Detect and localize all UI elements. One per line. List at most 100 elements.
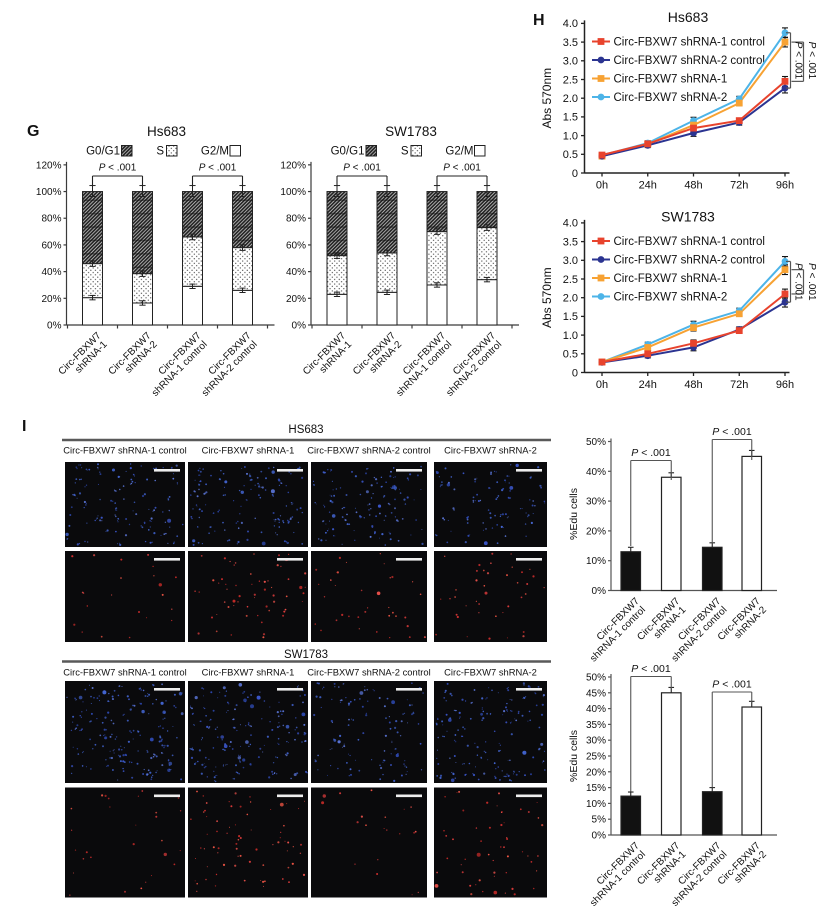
- svg-text:30%: 30%: [586, 736, 606, 747]
- svg-text:3.0: 3.0: [563, 255, 578, 267]
- svg-text:P < .001: P < .001: [712, 426, 752, 438]
- svg-text:G0/G1: G0/G1: [86, 146, 120, 158]
- svg-text:50%: 50%: [586, 437, 606, 448]
- svg-text:Hs683: Hs683: [147, 124, 186, 139]
- svg-text:Circ-FBXW7 shRNA-2: Circ-FBXW7 shRNA-2: [614, 92, 728, 104]
- svg-text:G2/M: G2/M: [201, 146, 229, 158]
- svg-text:1.0: 1.0: [563, 130, 578, 142]
- svg-text:0: 0: [572, 367, 578, 379]
- svg-text:%Edu cells: %Edu cells: [568, 488, 580, 540]
- svg-text:45%: 45%: [586, 688, 606, 699]
- svg-text:96h: 96h: [776, 379, 794, 391]
- svg-text:I: I: [22, 418, 26, 435]
- svg-text:20%: 20%: [586, 526, 606, 537]
- svg-text:%Edu cells: %Edu cells: [568, 730, 580, 782]
- svg-text:Circ-FBXW7 shRNA-1: Circ-FBXW7 shRNA-1: [614, 74, 728, 86]
- svg-text:Circ-FBXW7 shRNA-2: Circ-FBXW7 shRNA-2: [444, 667, 537, 678]
- svg-text:0.5: 0.5: [563, 149, 578, 161]
- svg-text:Circ-FBXW7 shRNA-1 control: Circ-FBXW7 shRNA-1 control: [614, 37, 765, 49]
- svg-text:Circ-FBXW7 shRNA-2 control: Circ-FBXW7 shRNA-2 control: [614, 255, 765, 267]
- svg-text:40%: 40%: [286, 267, 306, 278]
- svg-text:0h: 0h: [596, 379, 608, 391]
- svg-text:Circ-FBXW7 shRNA-1 control: Circ-FBXW7 shRNA-1 control: [63, 667, 186, 678]
- svg-text:3.0: 3.0: [563, 56, 578, 68]
- svg-text:H: H: [533, 12, 545, 29]
- svg-text:2.5: 2.5: [563, 74, 578, 86]
- svg-text:P < .001: P < .001: [443, 163, 481, 174]
- svg-text:P < .001: P < .001: [793, 263, 804, 301]
- svg-text:S: S: [401, 146, 409, 158]
- svg-text:80%: 80%: [286, 214, 306, 225]
- svg-text:P < .001: P < .001: [631, 663, 671, 675]
- svg-text:4.0: 4.0: [563, 18, 578, 30]
- svg-text:P < .001: P < .001: [99, 163, 137, 174]
- svg-text:30%: 30%: [586, 497, 606, 508]
- svg-text:HS683: HS683: [288, 424, 323, 436]
- svg-text:20%: 20%: [41, 294, 61, 305]
- svg-text:P < .001: P < .001: [199, 163, 237, 174]
- svg-text:G0/G1: G0/G1: [331, 146, 365, 158]
- svg-text:100%: 100%: [36, 187, 62, 198]
- svg-text:60%: 60%: [286, 240, 306, 251]
- svg-text:5%: 5%: [592, 815, 607, 826]
- svg-text:SW1783: SW1783: [661, 209, 715, 225]
- svg-text:2.0: 2.0: [563, 293, 578, 305]
- svg-text:0%: 0%: [592, 586, 607, 597]
- svg-text:96h: 96h: [776, 180, 794, 192]
- svg-text:1.5: 1.5: [563, 311, 578, 323]
- svg-text:Circ-FBXW7 shRNA-1 control: Circ-FBXW7 shRNA-1 control: [614, 236, 765, 248]
- svg-text:Circ-FBXW7 shRNA-1 control: Circ-FBXW7 shRNA-1 control: [63, 445, 186, 456]
- svg-text:120%: 120%: [280, 160, 306, 171]
- svg-text:60%: 60%: [41, 240, 61, 251]
- svg-text:35%: 35%: [586, 720, 606, 731]
- svg-text:Circ-FBXW7 shRNA-1: Circ-FBXW7 shRNA-1: [614, 273, 728, 285]
- svg-text:P < .001: P < .001: [806, 263, 817, 301]
- svg-text:0: 0: [572, 168, 578, 180]
- svg-text:48h: 48h: [684, 180, 702, 192]
- svg-text:Circ-FBXW7 shRNA-1: Circ-FBXW7 shRNA-1: [202, 667, 295, 678]
- svg-text:1.5: 1.5: [563, 112, 578, 124]
- svg-text:4.0: 4.0: [563, 218, 578, 230]
- svg-text:25%: 25%: [586, 752, 606, 763]
- svg-text:S: S: [156, 146, 164, 158]
- svg-text:24h: 24h: [639, 180, 657, 192]
- svg-text:0%: 0%: [592, 831, 607, 842]
- svg-text:40%: 40%: [41, 267, 61, 278]
- svg-text:Circ-FBXW7 shRNA-2: Circ-FBXW7 shRNA-2: [444, 445, 537, 456]
- svg-text:2.0: 2.0: [563, 93, 578, 105]
- svg-text:80%: 80%: [41, 214, 61, 225]
- svg-text:SW1783: SW1783: [284, 649, 328, 661]
- svg-text:24h: 24h: [639, 379, 657, 391]
- svg-text:P < .001: P < .001: [343, 163, 381, 174]
- svg-text:Circ-FBXW7 shRNA-2: Circ-FBXW7 shRNA-2: [614, 292, 728, 304]
- svg-text:40%: 40%: [586, 704, 606, 715]
- svg-text:2.5: 2.5: [563, 274, 578, 286]
- svg-text:48h: 48h: [684, 379, 702, 391]
- svg-text:SW1783: SW1783: [385, 124, 437, 139]
- svg-text:P < .001: P < .001: [806, 42, 817, 80]
- svg-text:0.5: 0.5: [563, 349, 578, 361]
- svg-text:72h: 72h: [730, 379, 748, 391]
- svg-text:120%: 120%: [36, 160, 62, 171]
- svg-text:Circ-FBXW7 shRNA-2 control: Circ-FBXW7 shRNA-2 control: [307, 445, 430, 456]
- svg-text:10%: 10%: [586, 799, 606, 810]
- svg-text:15%: 15%: [586, 783, 606, 794]
- svg-text:3.5: 3.5: [563, 37, 578, 49]
- svg-text:10%: 10%: [586, 556, 606, 567]
- svg-text:100%: 100%: [280, 187, 306, 198]
- svg-text:Abs 570nm: Abs 570nm: [540, 267, 554, 328]
- svg-text:50%: 50%: [586, 673, 606, 684]
- svg-text:40%: 40%: [586, 467, 606, 478]
- svg-text:3.5: 3.5: [563, 236, 578, 248]
- svg-text:0h: 0h: [596, 180, 608, 192]
- svg-text:1.0: 1.0: [563, 330, 578, 342]
- svg-text:Abs 570nm: Abs 570nm: [540, 68, 554, 129]
- svg-text:P < .001: P < .001: [793, 42, 804, 80]
- svg-text:20%: 20%: [586, 767, 606, 778]
- svg-text:G: G: [27, 123, 39, 140]
- svg-text:Circ-FBXW7 shRNA-2 control: Circ-FBXW7 shRNA-2 control: [614, 55, 765, 67]
- svg-text:P < .001: P < .001: [712, 679, 752, 691]
- svg-text:72h: 72h: [730, 180, 748, 192]
- svg-text:0%: 0%: [47, 321, 62, 332]
- svg-text:Hs683: Hs683: [668, 9, 709, 25]
